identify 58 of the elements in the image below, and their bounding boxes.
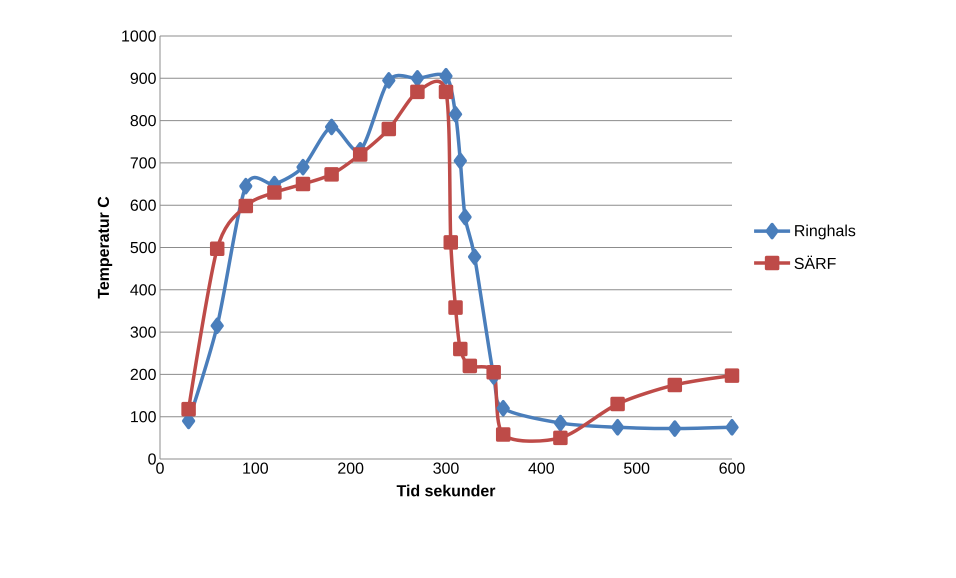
point bbox=[324, 167, 339, 182]
point bbox=[725, 419, 739, 436]
point bbox=[444, 235, 458, 250]
y-tick-label: 0 bbox=[148, 453, 156, 465]
point bbox=[382, 72, 396, 89]
point bbox=[210, 242, 224, 256]
point bbox=[382, 122, 396, 136]
point bbox=[496, 427, 510, 442]
y-tick-label: 100 bbox=[131, 411, 156, 422]
y-tick-label: 800 bbox=[130, 114, 156, 126]
legend-label: SÄRF bbox=[794, 256, 836, 270]
point bbox=[448, 106, 462, 122]
x-tick-label: 200 bbox=[338, 462, 364, 474]
y-tick-label: 1000 bbox=[122, 30, 156, 42]
point bbox=[462, 358, 478, 374]
x-tick-label: 400 bbox=[528, 462, 554, 474]
x-tick-label: 300 bbox=[433, 462, 459, 474]
x-tick-label: 500 bbox=[624, 462, 650, 474]
y-tick-label: 200 bbox=[130, 368, 156, 380]
point bbox=[496, 400, 510, 416]
point bbox=[324, 118, 338, 136]
point bbox=[486, 365, 501, 380]
point bbox=[296, 158, 310, 176]
y-tick-label: 700 bbox=[130, 157, 156, 169]
point bbox=[352, 147, 368, 162]
point bbox=[181, 402, 196, 416]
point bbox=[448, 300, 463, 315]
x-tick-label: 600 bbox=[720, 462, 745, 474]
point bbox=[610, 419, 624, 436]
point bbox=[210, 318, 224, 334]
y-tick-label: 600 bbox=[130, 200, 156, 211]
y-axis-title: Temperatur C bbox=[98, 196, 112, 299]
point bbox=[458, 208, 472, 226]
point bbox=[410, 84, 425, 100]
point bbox=[668, 420, 682, 437]
point bbox=[439, 68, 453, 84]
point bbox=[239, 178, 252, 194]
point bbox=[554, 414, 568, 432]
y-tick-label: 500 bbox=[130, 242, 156, 254]
legend-label: Ringhals bbox=[795, 224, 856, 240]
point bbox=[553, 430, 568, 446]
y-tick-label: 900 bbox=[130, 72, 156, 84]
point bbox=[668, 378, 682, 392]
point bbox=[454, 152, 467, 170]
point bbox=[610, 396, 625, 412]
point bbox=[724, 368, 740, 383]
point bbox=[453, 342, 468, 356]
y-tick-label: 300 bbox=[130, 326, 156, 338]
point bbox=[238, 198, 254, 214]
x-tick-label: 100 bbox=[243, 462, 268, 474]
x-axis-title: Tid sekunder bbox=[396, 484, 496, 496]
x-tick-label: 0 bbox=[156, 462, 164, 474]
point bbox=[296, 176, 310, 192]
point bbox=[267, 185, 282, 200]
point bbox=[410, 70, 424, 87]
point bbox=[468, 248, 482, 266]
point bbox=[438, 84, 454, 100]
y-tick-label: 400 bbox=[130, 284, 156, 296]
